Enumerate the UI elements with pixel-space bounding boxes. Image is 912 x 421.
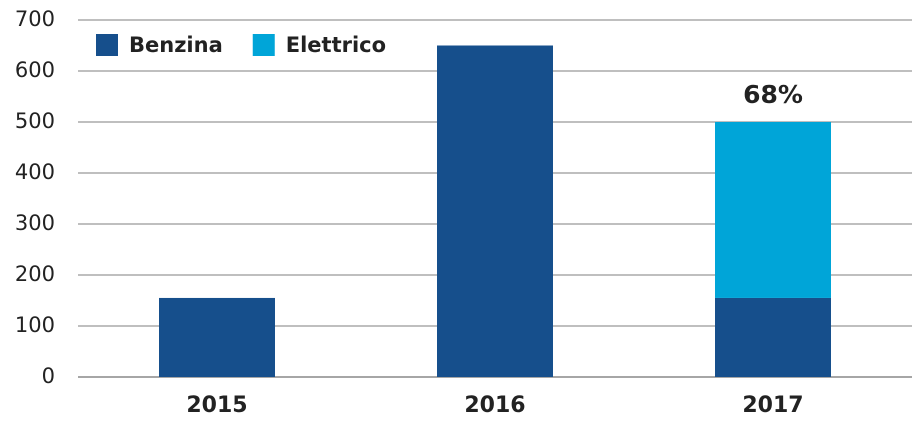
legend-label: Benzina (129, 33, 223, 57)
y-tick-label: 300 (15, 211, 55, 235)
y-tick-label: 400 (15, 160, 55, 184)
y-tick-label: 200 (15, 262, 55, 286)
y-tick-label: 600 (15, 58, 55, 82)
legend-label: Elettrico (286, 33, 386, 57)
y-tick-label: 700 (15, 7, 55, 31)
bar-segment (715, 297, 831, 377)
bar-segment (715, 122, 831, 298)
y-tick-label: 500 (15, 109, 55, 133)
y-tick-label: 100 (15, 313, 55, 337)
legend-swatch (96, 34, 118, 56)
legend-swatch (252, 34, 275, 56)
annotation: 68% (743, 80, 803, 109)
bar-segment (437, 45, 553, 377)
x-tick-label: 2017 (742, 393, 803, 418)
y-tick-label: 0 (42, 364, 55, 388)
x-tick-label: 2015 (186, 393, 247, 418)
bar-segment (159, 297, 275, 377)
x-tick-label: 2016 (464, 393, 525, 418)
